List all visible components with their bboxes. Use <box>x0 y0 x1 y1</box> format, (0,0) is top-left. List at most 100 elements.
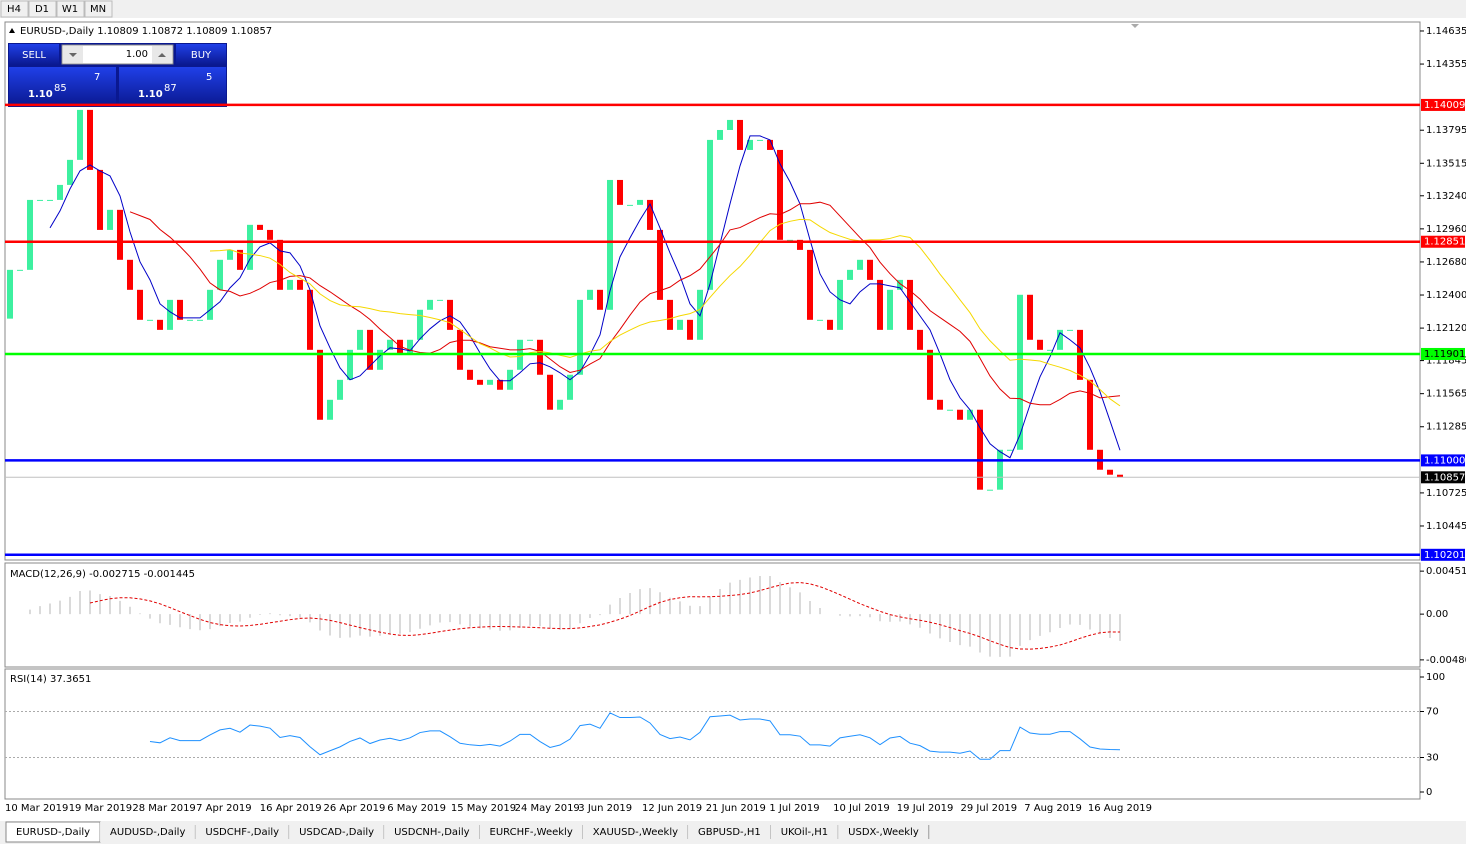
tab-label: USDCNH-,Daily <box>394 827 470 838</box>
y-tick-label: 1.13240 <box>1426 191 1466 202</box>
candle <box>217 259 223 290</box>
up-arrow <box>158 53 166 57</box>
timeframe-button[interactable] <box>56 0 85 18</box>
timeframe-label: W1 <box>62 4 78 15</box>
y-tick-label: 1.12960 <box>1426 224 1466 235</box>
date-label: 16 Aug 2019 <box>1088 803 1152 814</box>
bid-big: 1.10 <box>28 89 53 100</box>
level-tag <box>1421 454 1465 467</box>
candle <box>597 289 603 310</box>
tab[interactable] <box>479 822 583 842</box>
candle <box>767 139 773 150</box>
candle <box>87 109 93 170</box>
timeframe-button[interactable] <box>84 0 113 18</box>
tab[interactable] <box>838 822 929 842</box>
tab[interactable] <box>688 822 771 842</box>
candle <box>227 249 233 260</box>
candle <box>297 279 303 290</box>
date-label: 7 Apr 2019 <box>196 803 251 814</box>
candle <box>67 159 73 185</box>
timeframe-button[interactable] <box>0 0 29 18</box>
buy-button[interactable] <box>176 44 226 65</box>
candle <box>347 349 353 380</box>
candle <box>427 299 433 310</box>
tab[interactable] <box>100 822 196 842</box>
candle <box>867 259 873 280</box>
candle <box>777 149 783 240</box>
date-label: 24 May 2019 <box>515 803 580 814</box>
lot-input[interactable] <box>61 44 174 65</box>
level-tag <box>1421 98 1465 111</box>
candle <box>167 299 173 330</box>
ask-box[interactable] <box>119 67 226 106</box>
ask-main: 87 <box>164 83 177 94</box>
candle <box>467 369 473 380</box>
candle <box>707 139 713 290</box>
ask-big: 1.10 <box>138 89 163 100</box>
candle <box>897 279 903 290</box>
candle <box>957 409 963 420</box>
candle <box>447 299 453 330</box>
rsi-panel <box>4 668 1421 800</box>
candle <box>607 179 613 310</box>
trade-panel: SELL BUY 1.00 1.10 85 7 1.10 87 5 <box>8 43 227 107</box>
tab[interactable] <box>582 822 689 842</box>
y-tick-label: 1.10725 <box>1426 488 1466 499</box>
candle <box>737 119 743 150</box>
candle <box>267 229 273 240</box>
candle <box>287 279 293 290</box>
tab[interactable] <box>195 822 290 842</box>
candle <box>827 319 833 330</box>
candle <box>327 399 333 420</box>
candle <box>387 339 393 350</box>
candle <box>17 269 23 271</box>
ask-pip: 5 <box>206 72 212 83</box>
date-label: 10 Jul 2019 <box>833 803 890 814</box>
date-label: 6 May 2019 <box>387 803 446 814</box>
sell-button[interactable] <box>9 44 59 65</box>
timeframe-label: D1 <box>35 4 49 15</box>
candle <box>877 279 883 330</box>
y-tick-label: 1.14355 <box>1426 59 1466 70</box>
candle <box>437 299 443 301</box>
tab-label: AUDUSD-,Daily <box>110 827 185 838</box>
candle <box>617 179 623 205</box>
tab[interactable] <box>770 822 839 842</box>
candle <box>857 259 863 270</box>
candle <box>1087 379 1093 450</box>
lot-value: 1.00 <box>126 49 148 60</box>
candle <box>637 199 643 205</box>
candle <box>1117 474 1123 478</box>
candle <box>1007 449 1013 451</box>
candle <box>177 299 183 320</box>
candle <box>987 489 993 491</box>
tab[interactable] <box>289 822 385 842</box>
candle <box>727 119 733 130</box>
candle <box>57 184 63 200</box>
candle <box>107 209 113 230</box>
tab-label: USDX-,Weekly <box>848 827 919 838</box>
candle <box>1057 329 1063 350</box>
y-tick-label: 1.11285 <box>1426 422 1466 433</box>
level-label: 1.14009 <box>1424 100 1465 111</box>
timeframe-label: MN <box>90 4 106 15</box>
candle <box>567 374 573 400</box>
candle <box>837 279 843 330</box>
date-label: 19 Jul 2019 <box>897 803 954 814</box>
candle <box>187 319 193 321</box>
tab[interactable] <box>384 822 480 842</box>
y-tick-label: 1.12400 <box>1426 290 1466 301</box>
current-price-tag <box>1421 471 1465 484</box>
candle <box>397 339 403 355</box>
bid-box[interactable] <box>9 67 116 106</box>
candle <box>367 329 373 370</box>
candle <box>887 289 893 330</box>
candle <box>1107 469 1113 475</box>
timeframe-button[interactable] <box>28 0 57 18</box>
rsi-tick-label: 0 <box>1426 787 1432 798</box>
macd-label: MACD(12,26,9) -0.002715 -0.001445 <box>10 569 195 580</box>
candle <box>237 249 243 270</box>
candle <box>1067 329 1073 331</box>
level-tag <box>1421 548 1465 561</box>
